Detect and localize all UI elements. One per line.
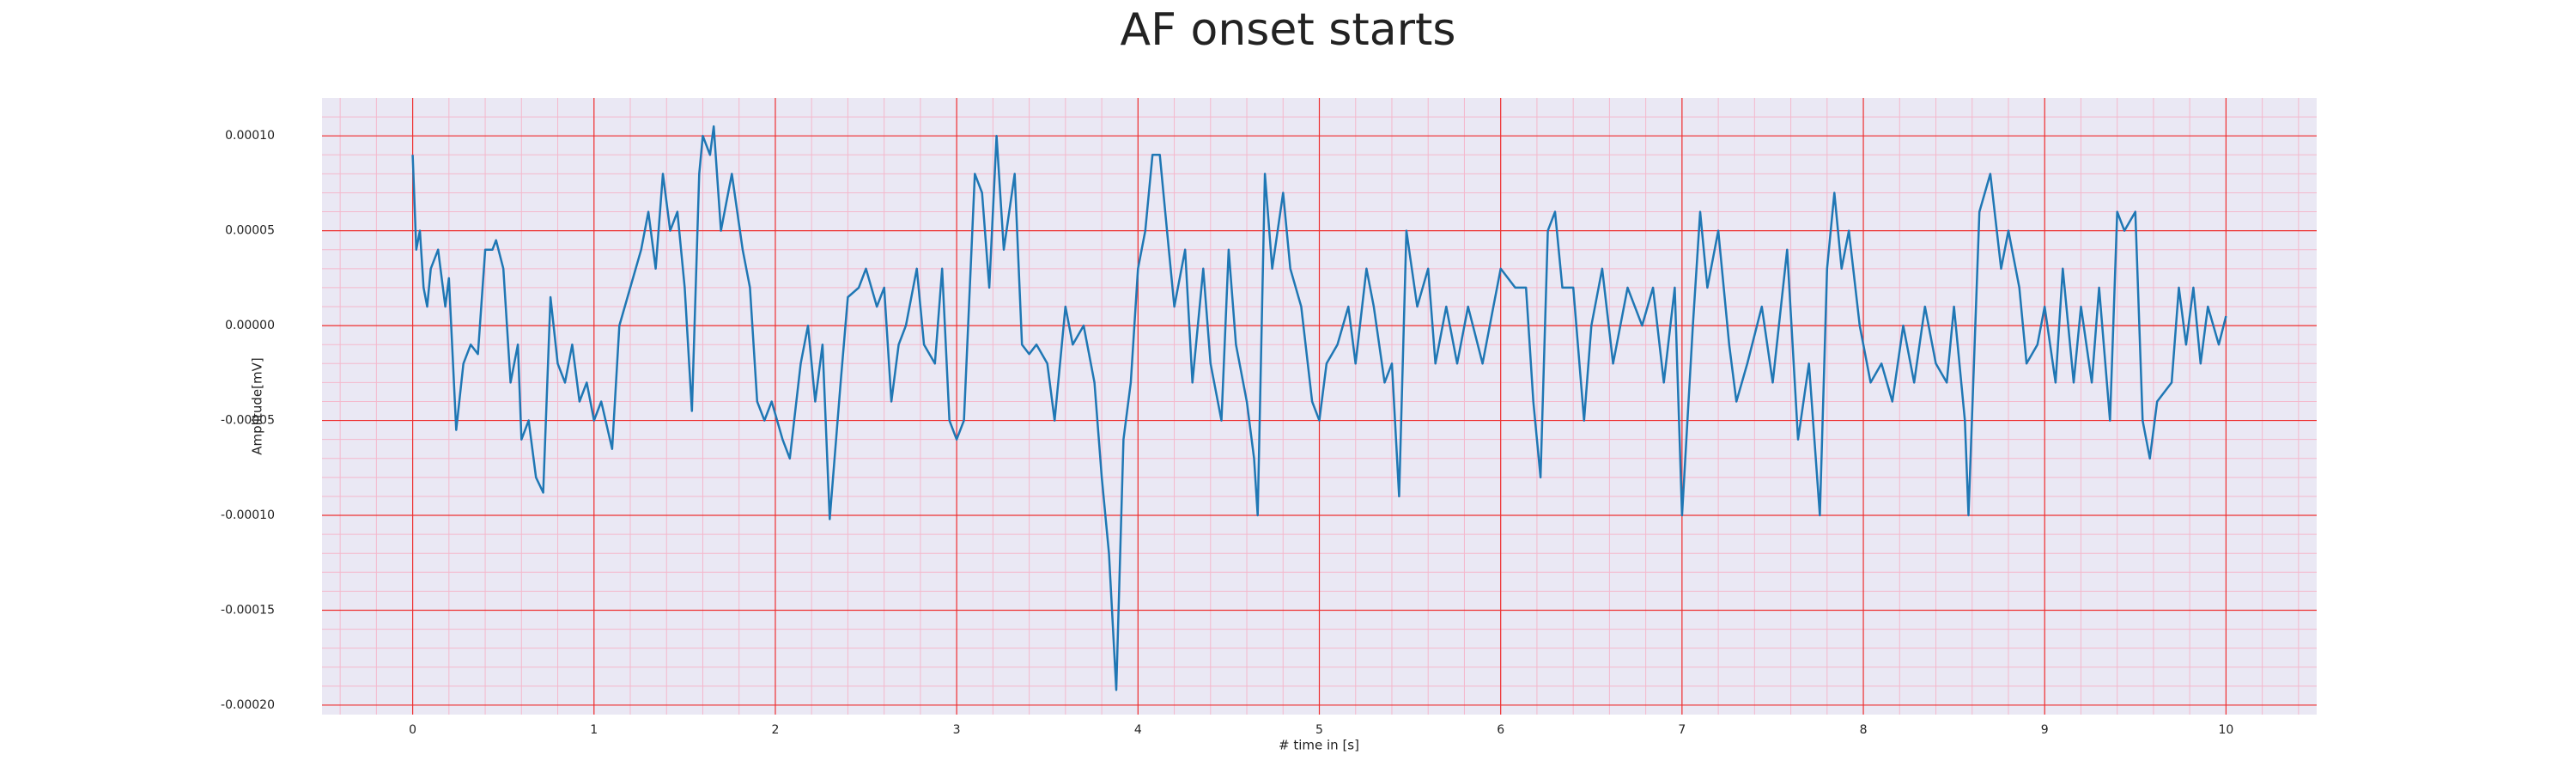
x-tick-label: 6 [1497,723,1504,737]
y-tick-label: 0.00010 [225,129,275,143]
chart-title: AF onset starts [1121,4,1456,56]
x-axis-label: # time in [s] [1279,738,1359,753]
x-tick-label: 10 [2218,723,2233,737]
y-tick-label: -0.00005 [221,414,275,428]
x-tick-label: 8 [1860,723,1868,737]
x-tick-label: 2 [771,723,779,737]
x-tick-label: 9 [2041,723,2049,737]
y-tick-label: -0.00015 [221,603,275,617]
x-tick-label: 0 [409,723,416,737]
y-tick-label: 0.00005 [225,224,275,238]
x-tick-label: 1 [590,723,598,737]
x-tick-label: 4 [1134,723,1142,737]
y-axis-label: Amplitude[mV] [250,357,265,454]
y-tick-label: -0.00010 [221,508,275,522]
x-tick-label: 3 [953,723,961,737]
signal-line [411,125,2227,691]
x-tick-label: 7 [1678,723,1686,737]
x-tick-label: 5 [1315,723,1323,737]
y-tick-label: 0.00000 [225,319,275,332]
y-tick-label: -0.00020 [221,698,275,712]
